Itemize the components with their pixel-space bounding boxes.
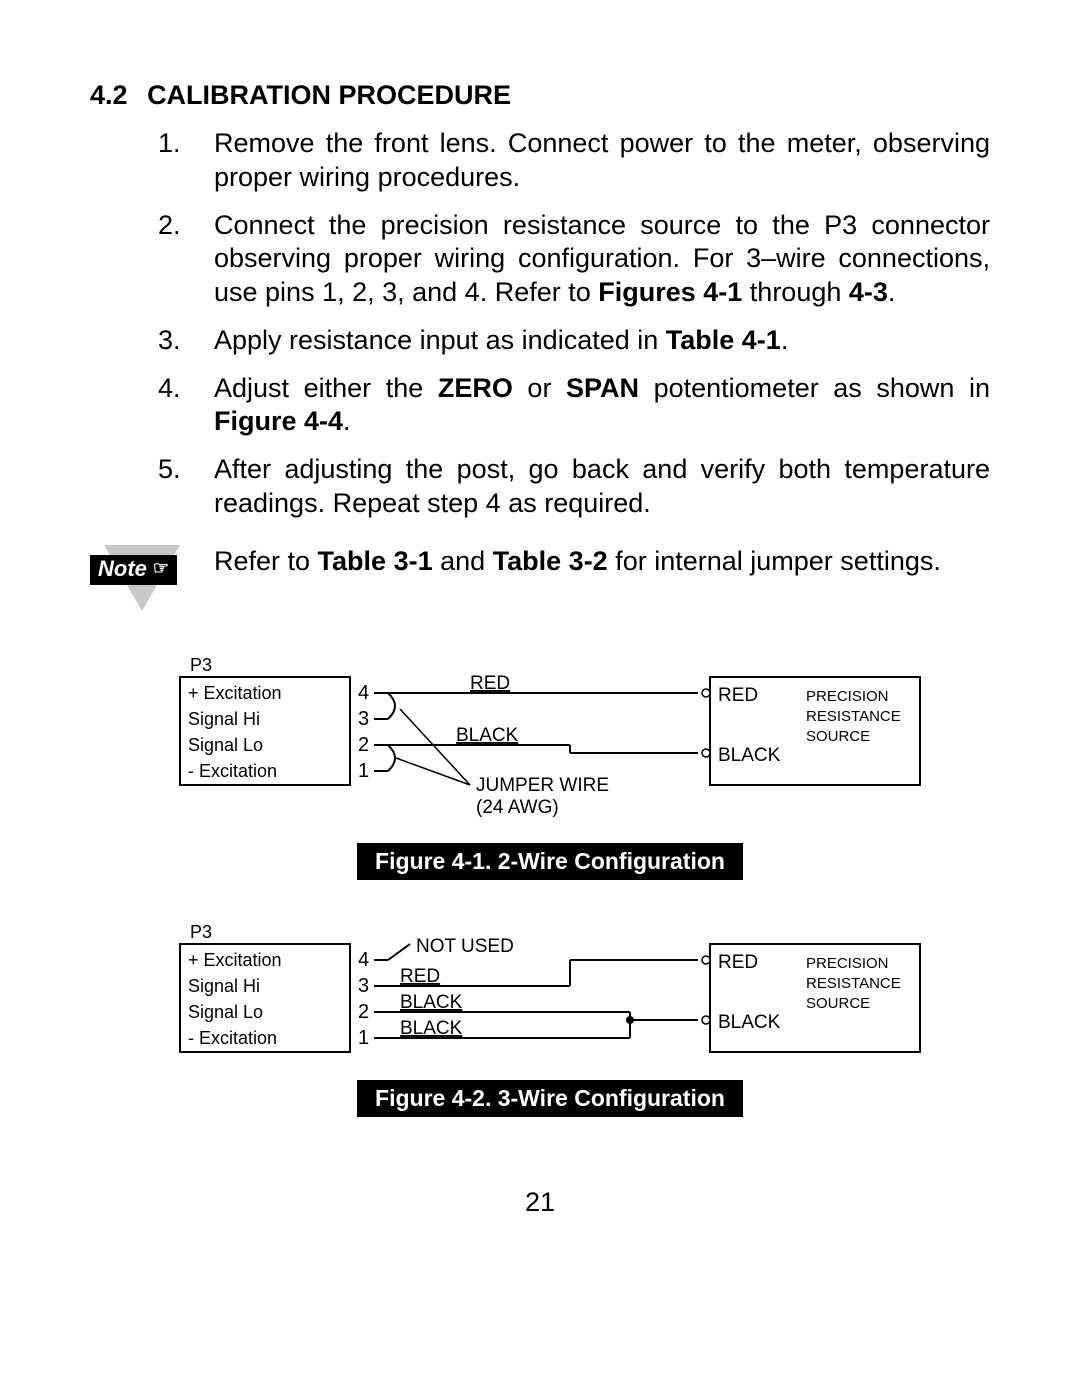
list-item: 1. Remove the front lens. Connect power … <box>158 127 990 195</box>
jumper-arc <box>388 693 395 719</box>
step-number: 4. <box>158 372 214 440</box>
wiring-diagram-3wire: P3 + Excitation Signal Hi Signal Lo - Ex… <box>170 920 930 1070</box>
source-line: RESISTANCE <box>806 708 901 725</box>
p3-row: Signal Lo <box>188 1002 263 1022</box>
step-number: 1. <box>158 127 214 195</box>
pin-num: 3 <box>358 975 369 997</box>
heading-text: CALIBRATION PROCEDURE <box>147 80 511 111</box>
note-block: Note ☞ Refer to Table 3-1 and Table 3-2 … <box>90 545 990 617</box>
jumper-arc <box>388 745 395 771</box>
section-heading: 4.2 CALIBRATION PROCEDURE <box>90 80 990 111</box>
list-item: 4. Adjust either the ZERO or SPAN potent… <box>158 372 990 440</box>
step-number: 3. <box>158 324 214 358</box>
wire-label-red: RED <box>400 966 440 987</box>
terminal-label-red: RED <box>718 952 758 973</box>
junction-dot <box>626 1016 634 1024</box>
step-number: 2. <box>158 209 214 310</box>
wire-label-black: BLACK <box>400 992 463 1013</box>
figure-caption: Figure 4-1. 2-Wire Configuration <box>357 843 743 880</box>
terminal-label-red: RED <box>718 685 758 706</box>
wire-label-black: BLACK <box>400 1018 463 1039</box>
terminal-dot <box>702 749 710 757</box>
source-line: PRECISION <box>806 955 889 972</box>
p3-row: - Excitation <box>188 761 277 781</box>
note-badge: Note ☞ <box>90 545 200 617</box>
list-item: 5. After adjusting the post, go back and… <box>158 453 990 521</box>
not-used-label: NOT USED <box>416 936 514 957</box>
pin-num: 4 <box>358 949 369 971</box>
note-label-bar: Note ☞ <box>90 555 177 585</box>
list-item: 3. Apply resistance input as indicated i… <box>158 324 990 358</box>
wiring-diagram-2wire: P3 + Excitation Signal Hi Signal Lo - Ex… <box>170 653 930 833</box>
step-body: After adjusting the post, go back and ve… <box>214 453 990 521</box>
pin-num: 3 <box>358 708 369 730</box>
pin-num: 1 <box>358 1027 369 1049</box>
pointing-hand-icon: ☞ <box>153 558 169 579</box>
pin-num: 2 <box>358 1001 369 1023</box>
p3-row: Signal Hi <box>188 709 260 729</box>
wire-label-red: RED <box>470 673 510 694</box>
terminal-dot <box>702 689 710 697</box>
terminal-dot <box>702 1016 710 1024</box>
p3-row: + Excitation <box>188 950 282 970</box>
step-body: Remove the front lens. Connect power to … <box>214 127 990 195</box>
p3-row: Signal Hi <box>188 976 260 996</box>
p3-row: + Excitation <box>188 683 282 703</box>
pin-num: 2 <box>358 734 369 756</box>
jumper-wire-sub: (24 AWG) <box>476 797 559 818</box>
heading-number: 4.2 <box>90 80 128 111</box>
page-number: 21 <box>90 1187 990 1218</box>
terminal-label-black: BLACK <box>718 1012 781 1033</box>
source-line: SOURCE <box>806 728 870 745</box>
step-number: 5. <box>158 453 214 521</box>
step-body: Apply resistance input as indicated in T… <box>214 324 990 358</box>
step-body: Connect the precision resistance source … <box>214 209 990 310</box>
pin-num: 4 <box>358 682 369 704</box>
source-line: SOURCE <box>806 995 870 1012</box>
p3-header: P3 <box>190 655 212 675</box>
jumper-wire-label: JUMPER WIRE <box>476 775 609 796</box>
wire-label-black: BLACK <box>456 725 519 746</box>
figure-4-1: P3 + Excitation Signal Hi Signal Lo - Ex… <box>170 653 930 880</box>
note-text: Refer to Table 3-1 and Table 3-2 for int… <box>214 545 990 579</box>
source-line: PRECISION <box>806 688 889 705</box>
step-body: Adjust either the ZERO or SPAN potentiom… <box>214 372 990 440</box>
list-item: 2. Connect the precision resistance sour… <box>158 209 990 310</box>
figure-caption: Figure 4-2. 3-Wire Configuration <box>357 1080 743 1117</box>
note-label: Note <box>98 556 147 582</box>
pin-num: 1 <box>358 760 369 782</box>
terminal-label-black: BLACK <box>718 745 781 766</box>
p3-row: Signal Lo <box>188 735 263 755</box>
p3-header: P3 <box>190 922 212 942</box>
figure-4-2: P3 + Excitation Signal Hi Signal Lo - Ex… <box>170 920 930 1117</box>
p3-row: - Excitation <box>188 1028 277 1048</box>
procedure-list: 1. Remove the front lens. Connect power … <box>158 127 990 521</box>
terminal-dot <box>702 956 710 964</box>
source-line: RESISTANCE <box>806 975 901 992</box>
